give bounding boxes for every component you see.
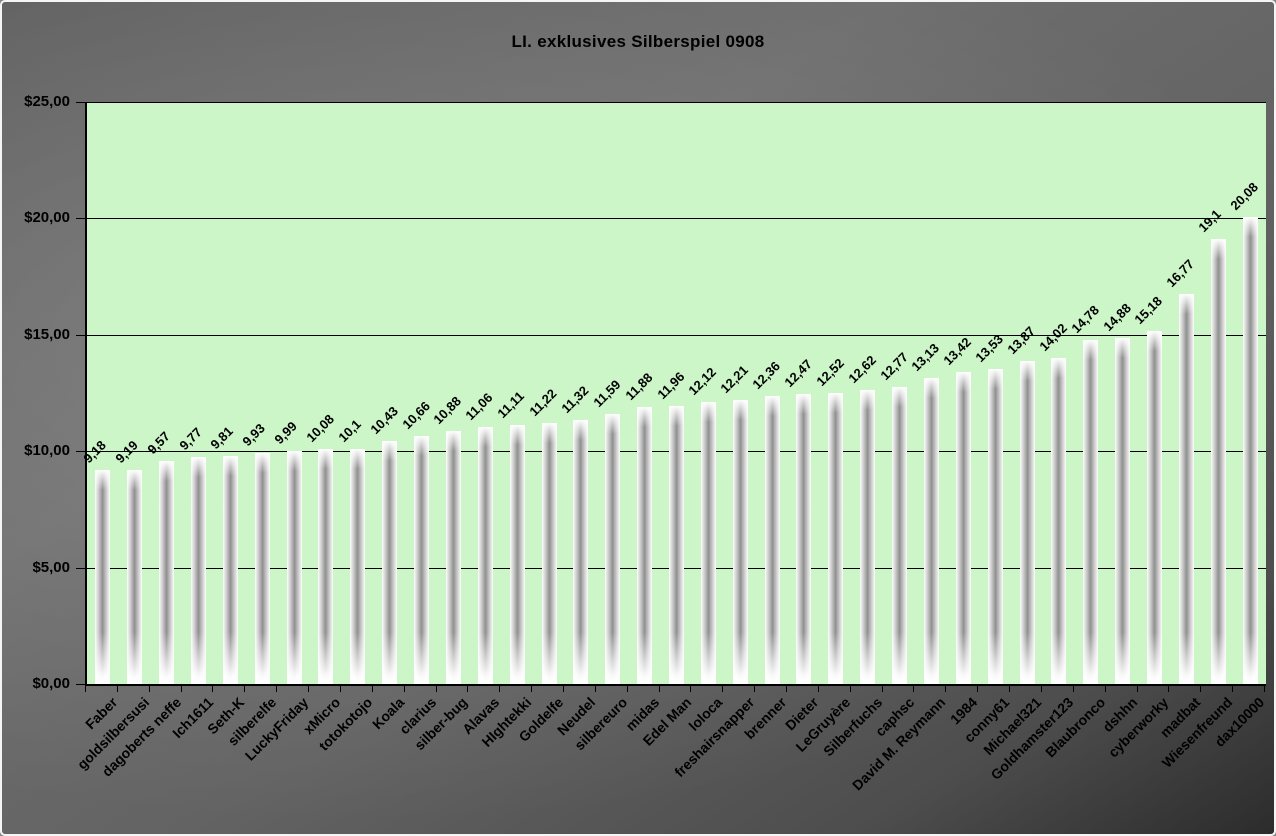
y-axis-label: $10,00	[24, 442, 70, 460]
bar-dshhn	[1115, 337, 1131, 684]
x-axis-tick	[1264, 686, 1265, 692]
x-axis-tick	[1072, 686, 1074, 692]
x-axis-tick	[849, 686, 851, 692]
y-axis-label: $5,00	[32, 558, 70, 576]
bar-Michael321	[1019, 361, 1035, 684]
plot-area: 9,18 9,19 9,57 9,77 9,81 9,93 9,99 10,08 10,1 10,…	[80, 102, 1266, 686]
bar-brenner	[764, 396, 780, 684]
x-axis-tick	[626, 686, 628, 692]
x-axis-tick	[1232, 686, 1234, 692]
x-axis-tick	[244, 686, 246, 692]
bar-LeGruyère	[828, 392, 844, 684]
y-axis-tick	[76, 102, 85, 103]
bar-Silberfuchs	[860, 390, 876, 684]
x-axis-tick	[499, 686, 501, 692]
bar-Edel Man	[669, 405, 684, 684]
x-axis-tick	[1200, 686, 1202, 692]
x-axis-tick	[371, 686, 373, 692]
bar-silber-bug	[445, 430, 461, 684]
x-axis-tick	[1040, 686, 1042, 692]
y-axis-tick	[76, 451, 85, 453]
bar-cyberworky	[1146, 330, 1162, 684]
bar-clarius	[414, 435, 430, 684]
bar-Goldhamster123	[1051, 357, 1067, 684]
chart-title: LI. exklusives Silberspiel 0908	[511, 32, 765, 51]
bar-dagoberts neffe	[159, 461, 175, 684]
y-axis-label: $25,00	[24, 93, 70, 110]
x-axis-tick	[308, 686, 310, 692]
x-axis-tick	[1168, 686, 1170, 692]
bar-Koala	[382, 441, 398, 684]
bar-conny61	[987, 369, 1003, 684]
bar-madbat	[1178, 293, 1194, 684]
bar-midas	[637, 407, 653, 684]
bar-Dieter	[796, 393, 812, 684]
bar-HIghtekki	[509, 425, 525, 684]
x-axis-tick	[594, 686, 596, 692]
bar-Ich1611	[191, 456, 207, 684]
x-axis-tick	[339, 686, 341, 692]
y-axis-tick	[76, 218, 85, 220]
x-axis-tick	[1136, 686, 1138, 692]
x-axis-tick	[722, 686, 724, 692]
bar-Neudel	[573, 420, 589, 684]
x-axis-tick	[116, 686, 118, 692]
gridline-25	[87, 102, 1266, 103]
x-axis-tick	[276, 686, 278, 692]
bar-David M. Reymann	[923, 378, 939, 684]
bar-Blaubronco	[1083, 339, 1099, 684]
y-axis-label: $15,00	[24, 325, 70, 343]
x-axis-tick	[881, 686, 883, 692]
x-axis-tick	[913, 686, 915, 692]
y-axis-tick	[76, 684, 85, 685]
x-axis-tick	[817, 686, 819, 692]
x-axis-tick	[180, 686, 182, 692]
y-axis-label: $20,00	[24, 209, 70, 227]
x-axis-tick	[148, 686, 150, 692]
bar-silbereuro	[605, 414, 621, 684]
bar-goldsilbersusi	[127, 470, 143, 684]
x-axis-tick	[754, 686, 756, 692]
x-axis-tick	[1104, 686, 1106, 692]
x-axis-tick	[690, 686, 692, 692]
bar-Wiesenfreund	[1210, 239, 1226, 684]
gridline-20	[87, 218, 1266, 220]
x-axis-tick	[562, 686, 564, 692]
x-axis-tick	[435, 686, 437, 692]
bar-Alavas	[477, 426, 493, 684]
bar-dax10000	[1242, 216, 1258, 684]
gridline-15	[87, 334, 1266, 336]
x-axis-tick	[786, 686, 788, 692]
x-axis-tick	[212, 686, 214, 692]
bar-1984	[955, 371, 971, 684]
bar-loloca	[700, 401, 716, 684]
bar-caphsc	[892, 386, 908, 684]
x-axis-tick	[467, 686, 469, 692]
bar-silberelfe	[254, 452, 270, 684]
x-axis-tick	[977, 686, 979, 692]
bar-Goldelfe	[541, 422, 557, 684]
bar-LuckyFriday	[286, 451, 302, 684]
y-axis-tick	[76, 567, 85, 569]
x-axis-tick	[85, 686, 86, 692]
x-axis-tick	[531, 686, 533, 692]
bar-totokotojo	[350, 448, 366, 684]
x-axis-tick	[658, 686, 660, 692]
x-axis-tick	[403, 686, 405, 692]
y-axis-label: $0,00	[32, 675, 70, 692]
y-axis-tick	[76, 334, 85, 336]
x-axis-tick	[945, 686, 947, 692]
x-axis-tick	[1009, 686, 1011, 692]
bar-Seth-K	[222, 455, 238, 684]
bar-Faber	[95, 470, 111, 684]
bar-freshairsnapper	[732, 399, 748, 684]
bar-xMicro	[318, 449, 334, 684]
